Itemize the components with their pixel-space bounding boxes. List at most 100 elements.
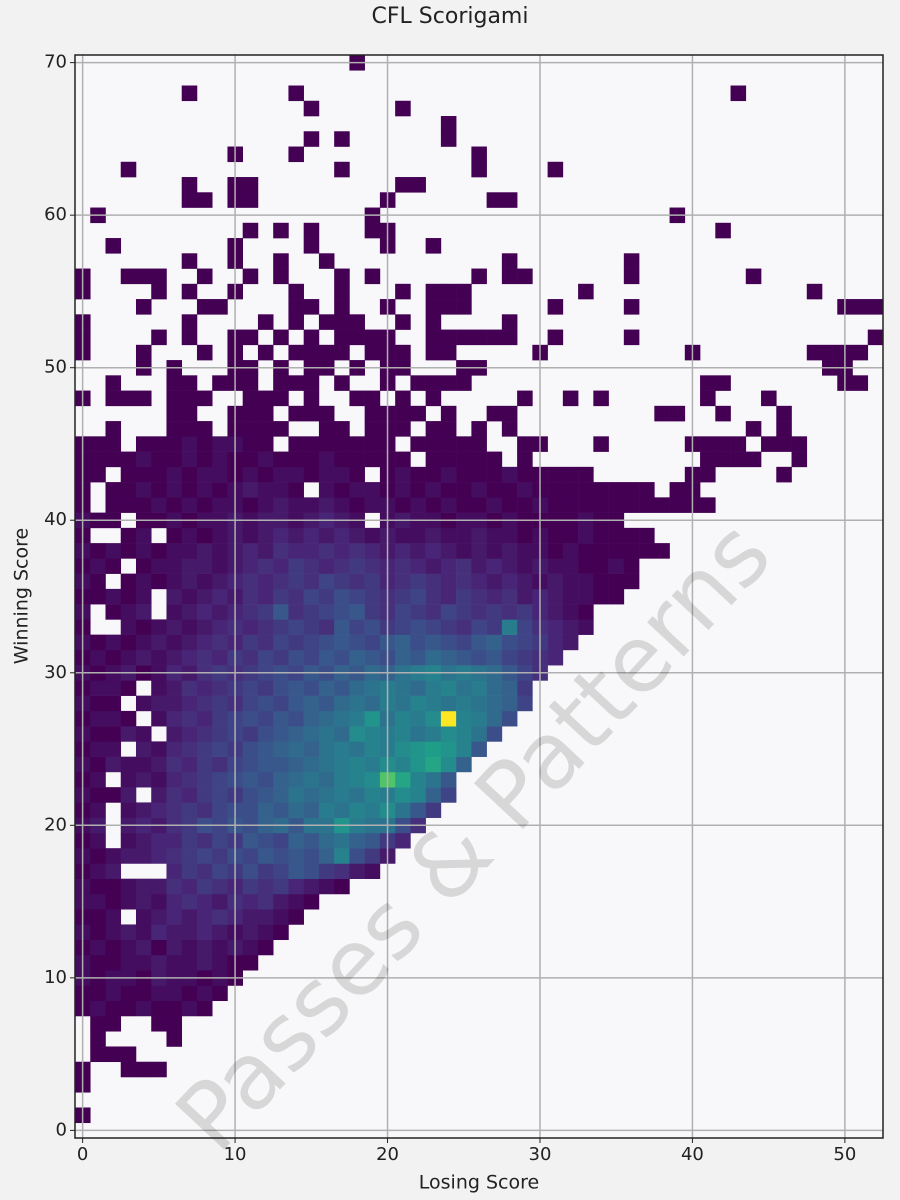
heatmap-cell [517, 695, 533, 712]
heatmap-cell [196, 726, 213, 742]
heatmap-cell [486, 405, 503, 422]
heatmap-cell [273, 710, 289, 727]
heatmap-cell [334, 283, 350, 300]
heatmap-cell [120, 680, 137, 696]
heatmap-cell [501, 497, 518, 513]
heatmap-cell [166, 695, 183, 712]
heatmap-cell [166, 756, 183, 773]
heatmap-cell [273, 802, 289, 818]
heatmap-cell [395, 283, 411, 300]
heatmap-cell [440, 695, 457, 712]
heatmap-cell [196, 802, 213, 818]
heatmap-cell [135, 634, 152, 651]
heatmap-cell [822, 344, 838, 361]
heatmap-cell [90, 710, 106, 727]
heatmap-cell [318, 527, 335, 544]
heatmap-cell [669, 497, 686, 513]
heatmap-cell [288, 695, 304, 712]
heatmap-cell [181, 390, 198, 407]
y-tick-label: 70 [44, 52, 67, 73]
heatmap-cell [212, 878, 228, 895]
heatmap-cell [471, 680, 487, 696]
heatmap-cell [135, 954, 152, 971]
heatmap-cell [303, 375, 320, 391]
heatmap-cell [181, 680, 198, 696]
heatmap-cell [196, 924, 213, 941]
heatmap-cell [273, 588, 289, 605]
heatmap-cell [151, 619, 167, 635]
heatmap-cell [364, 726, 381, 742]
heatmap-cell [395, 802, 411, 818]
heatmap-cell [242, 741, 259, 757]
heatmap-cell [105, 1046, 122, 1063]
heatmap-cell [212, 436, 228, 452]
heatmap-cell [562, 573, 579, 590]
heatmap-cell [151, 741, 167, 757]
heatmap-cell [593, 527, 609, 544]
heatmap-cell [90, 802, 106, 818]
heatmap-cell [334, 771, 350, 788]
heatmap-cell [196, 741, 213, 757]
heatmap-cell [501, 710, 518, 727]
heatmap-cell [105, 390, 122, 407]
heatmap-cell [349, 573, 365, 590]
heatmap-cell [105, 558, 122, 574]
heatmap-cell [151, 329, 167, 346]
heatmap-cell [181, 909, 198, 925]
heatmap-cell [410, 604, 426, 620]
heatmap-cell [242, 192, 259, 208]
heatmap-cell [501, 192, 518, 208]
heatmap-cell [273, 543, 289, 559]
heatmap-cell [303, 238, 320, 254]
heatmap-cell [196, 588, 213, 605]
heatmap-cell [440, 756, 457, 773]
heatmap-cell [547, 161, 564, 178]
heatmap-cell [90, 756, 106, 773]
heatmap-cell [151, 634, 167, 651]
heatmap-cell [257, 909, 274, 925]
heatmap-cell [501, 527, 518, 544]
heatmap-cell [196, 909, 213, 925]
heatmap-cell [135, 466, 152, 483]
heatmap-cell [181, 85, 198, 102]
heatmap-cell [425, 543, 442, 559]
heatmap-cell [639, 543, 655, 559]
heatmap-cell [166, 436, 183, 452]
heatmap-cell [135, 848, 152, 864]
heatmap-cell [364, 527, 381, 544]
heatmap-cell [151, 939, 167, 956]
heatmap-cell [486, 710, 503, 727]
heatmap-cell [303, 649, 320, 666]
heatmap-cell [181, 497, 198, 513]
heatmap-cell [288, 649, 304, 666]
heatmap-cell [395, 482, 411, 498]
heatmap-cell [486, 466, 503, 483]
heatmap-cell [349, 695, 365, 712]
heatmap-cell [196, 634, 213, 651]
heatmap-cell [410, 466, 426, 483]
heatmap-cell [501, 619, 518, 635]
heatmap-cell [135, 497, 152, 513]
heatmap-cell [288, 405, 304, 422]
heatmap-cell [181, 421, 198, 437]
heatmap-cell [791, 451, 808, 468]
heatmap-cell [166, 985, 183, 1002]
heatmap-cell [135, 558, 152, 574]
heatmap-cell [105, 787, 122, 803]
heatmap-cell [349, 436, 365, 452]
heatmap-cell [242, 558, 259, 574]
heatmap-cell [456, 604, 472, 620]
heatmap-cell [242, 436, 259, 452]
heatmap-cell [212, 985, 228, 1002]
heatmap-cell [456, 710, 472, 727]
heatmap-cell [257, 649, 274, 666]
heatmap-cell [349, 466, 365, 483]
heatmap-cell [334, 573, 350, 590]
heatmap-cell [745, 268, 762, 285]
heatmap-cell [425, 299, 442, 315]
heatmap-cell [166, 497, 183, 513]
heatmap-cell [273, 497, 289, 513]
heatmap-cell [242, 680, 259, 696]
heatmap-cell [196, 344, 213, 361]
